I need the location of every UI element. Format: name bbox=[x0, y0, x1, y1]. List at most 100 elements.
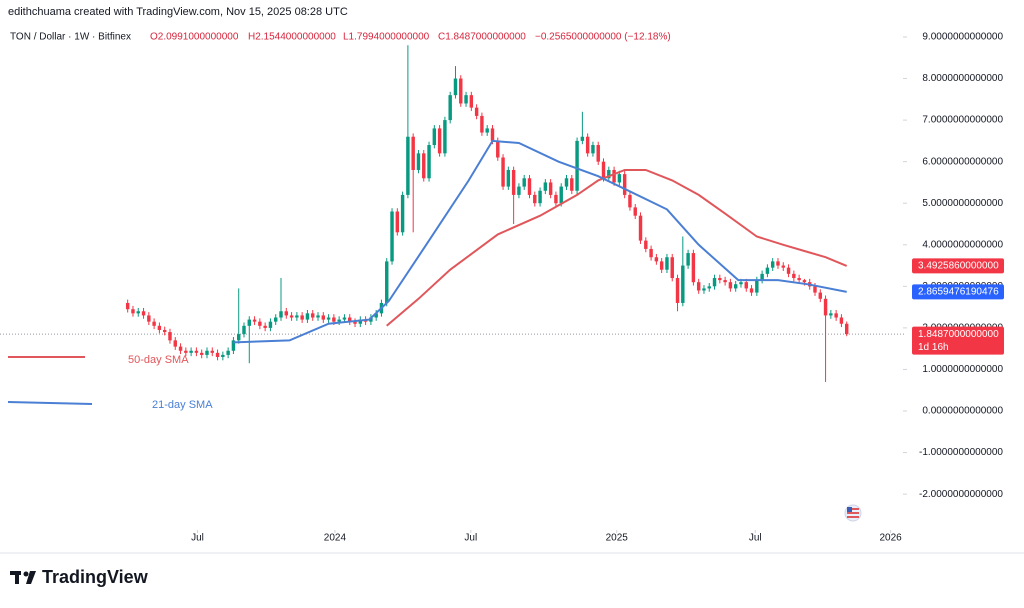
candle-body bbox=[374, 313, 378, 318]
candle-body bbox=[813, 286, 817, 293]
candle-body bbox=[263, 325, 267, 328]
brand-logo bbox=[10, 571, 36, 584]
candle-body bbox=[231, 340, 236, 351]
candle-body bbox=[125, 302, 130, 310]
price-badge-label: 3.4925860000000 bbox=[918, 261, 999, 272]
candle-body bbox=[443, 120, 447, 154]
x-tick-label: Jul bbox=[464, 533, 477, 544]
candle-body bbox=[548, 182, 553, 195]
candle-body bbox=[823, 298, 828, 316]
candle-body bbox=[469, 95, 474, 108]
legend-label: 50-day SMA bbox=[128, 354, 189, 366]
candle-body bbox=[289, 315, 294, 318]
candle-body bbox=[147, 315, 151, 322]
price-badge-label: 2.8659476190476 bbox=[918, 287, 999, 298]
candle-body bbox=[490, 128, 495, 141]
candle-body bbox=[770, 261, 775, 268]
candle-body bbox=[215, 352, 220, 357]
candle-body bbox=[427, 145, 431, 179]
candle-body bbox=[786, 267, 791, 274]
candle-body bbox=[760, 273, 764, 281]
candle-body bbox=[321, 315, 326, 320]
candle-body bbox=[162, 329, 167, 333]
candle-body bbox=[739, 282, 743, 285]
price-badge bbox=[912, 284, 1004, 300]
price-badge-sublabel: 1d 16h bbox=[918, 342, 949, 353]
candle-body bbox=[607, 169, 611, 179]
candle-body bbox=[496, 140, 500, 158]
candle-body bbox=[733, 284, 738, 289]
y-tick-label: 5.0000000000000 bbox=[922, 198, 1003, 209]
candle-body bbox=[311, 313, 315, 318]
candle-body bbox=[422, 153, 426, 179]
candle-body bbox=[464, 95, 468, 104]
candle-body bbox=[570, 178, 574, 191]
candle-body bbox=[453, 78, 458, 96]
ohlc-change: −0.2565000000000 (−12.18%) bbox=[535, 32, 671, 43]
candle-body bbox=[543, 182, 548, 191]
candle-body bbox=[258, 321, 262, 326]
candle-body bbox=[295, 315, 299, 318]
candle-body bbox=[279, 311, 283, 318]
flag-icon bbox=[844, 504, 862, 522]
ohlc-high: H2.1544000000000 bbox=[248, 32, 336, 43]
candle-body bbox=[580, 136, 585, 141]
candle-body bbox=[480, 115, 484, 133]
candle-body bbox=[818, 292, 822, 299]
y-tick-label: 7.0000000000000 bbox=[922, 115, 1003, 126]
candle-body bbox=[691, 253, 696, 283]
candle-body bbox=[152, 321, 156, 326]
candle-body bbox=[205, 350, 209, 355]
candle-body bbox=[723, 280, 727, 283]
candle-body bbox=[707, 286, 711, 289]
y-tick-label: -2.0000000000000 bbox=[919, 489, 1003, 500]
candle-body bbox=[416, 153, 421, 170]
candle-body bbox=[252, 319, 257, 322]
candle-body bbox=[437, 128, 442, 154]
candle-body bbox=[459, 78, 463, 104]
candle-body bbox=[395, 211, 400, 233]
candle-body bbox=[601, 161, 606, 179]
candle-body bbox=[316, 315, 320, 318]
sma-line bbox=[386, 169, 848, 327]
candle-body bbox=[638, 215, 643, 241]
y-tick-label: -1.0000000000000 bbox=[919, 447, 1003, 458]
candle-body bbox=[564, 178, 569, 187]
candle-body bbox=[485, 128, 489, 133]
ohlc-close: C1.8487000000000 bbox=[438, 32, 526, 43]
candle-body bbox=[400, 194, 405, 233]
candle-body bbox=[273, 317, 278, 322]
candle-body bbox=[585, 136, 590, 154]
candle-body bbox=[728, 282, 733, 289]
candle-body bbox=[194, 350, 199, 353]
candle-body bbox=[591, 145, 595, 154]
candle-body bbox=[527, 178, 532, 195]
candle-body bbox=[131, 309, 135, 314]
y-tick-label: 8.0000000000000 bbox=[922, 73, 1003, 84]
candle-body bbox=[802, 280, 807, 283]
price-badge bbox=[912, 326, 1004, 355]
candle-body bbox=[448, 95, 452, 121]
candle-body bbox=[797, 278, 801, 281]
legend-label: 21-day SMA bbox=[152, 399, 213, 411]
candle-body bbox=[511, 169, 516, 195]
candle-body bbox=[432, 128, 437, 146]
candle-body bbox=[358, 319, 363, 324]
candle-body bbox=[718, 278, 722, 281]
candle-body bbox=[305, 313, 310, 320]
candle-body bbox=[749, 288, 754, 293]
candle-body bbox=[474, 107, 479, 116]
candle-body bbox=[670, 257, 674, 279]
candle-body bbox=[765, 267, 770, 274]
candle-body bbox=[242, 325, 246, 335]
sma-line bbox=[233, 139, 847, 344]
y-tick-label: 9.0000000000000 bbox=[922, 32, 1003, 43]
candle-body bbox=[633, 207, 637, 216]
price-badge-label: 1.8487000000000 bbox=[918, 329, 999, 340]
y-tick-label: 6.0000000000000 bbox=[922, 156, 1003, 167]
candle-body bbox=[659, 261, 664, 270]
chart-title: TON / Dollar · 1W · Bitfinex bbox=[10, 32, 131, 43]
candle-body bbox=[353, 321, 357, 324]
x-tick-label: 2026 bbox=[879, 533, 902, 544]
candle-body bbox=[622, 174, 627, 195]
